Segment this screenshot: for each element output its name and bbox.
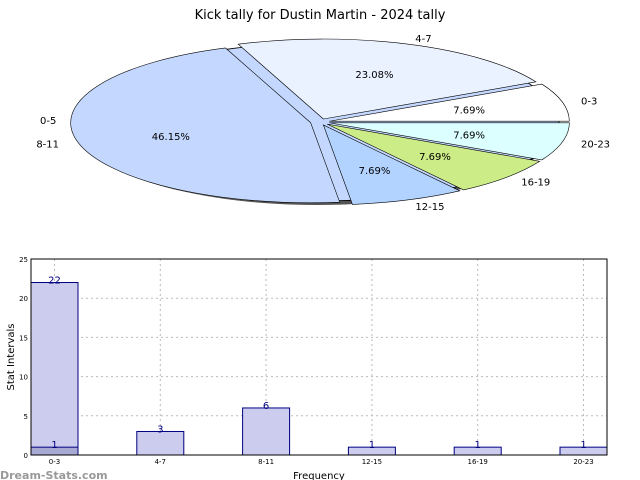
pie-pct-20-23: 7.69% <box>453 130 485 141</box>
pie-chart: 0-5100.00%7.69%0-323.08%4-746.15%8-117.6… <box>36 34 610 213</box>
x-tick-label: 12-15 <box>362 458 382 466</box>
pie-label-16-19: 16-19 <box>521 177 550 188</box>
pie-label-0-3: 0-3 <box>581 97 597 108</box>
bar-chart: 0 5 10 15 20 25 22 1 0-3 3 4-7 6 8-11 1 12-15 1 16-19 1 20… <box>19 256 608 466</box>
pie-pct-4-7: 23.08% <box>355 70 393 81</box>
y-tick-label: 15 <box>19 334 28 342</box>
bar-overlay-value: 22 <box>48 276 61 287</box>
bar-8-11 <box>242 407 291 456</box>
y-tick-label: 0 <box>24 452 28 460</box>
pie-pct-12-15: 7.69% <box>359 166 391 177</box>
pie-pct-16-19: 7.69% <box>419 152 451 163</box>
pie-pct-8-11: 46.15% <box>152 132 190 143</box>
pie-slice-20-23 <box>329 122 570 161</box>
y-tick-label: 5 <box>24 413 28 421</box>
pie-label-12-15: 12-15 <box>415 202 444 213</box>
x-axis-label: Frequency <box>293 471 345 480</box>
pie-slice-16-19 <box>327 123 541 191</box>
x-tick-label: 20-23 <box>573 458 593 466</box>
pie-overlay-label: 0-5 <box>40 116 56 127</box>
pie-label-8-11: 8-11 <box>36 139 59 150</box>
pie-pct-0-3: 7.69% <box>453 106 485 117</box>
watermark: Dream-Stats.com <box>0 469 108 480</box>
bar-value-16-19: 1 <box>475 440 481 451</box>
bar-value-4-7: 3 <box>157 424 163 435</box>
x-tick-label: 8-11 <box>258 458 274 466</box>
x-tick-label: 16-19 <box>468 458 488 466</box>
pie-label-4-7: 4-7 <box>415 34 431 45</box>
x-tick-label: 0-3 <box>49 458 60 466</box>
bar-value-0-3: 1 <box>51 440 57 451</box>
y-axis-label: Stat Intervals <box>6 323 17 390</box>
pie-label-20-23: 20-23 <box>581 139 610 150</box>
pie-slice-4-7 <box>237 38 537 120</box>
plot-frame <box>30 258 608 456</box>
pie-slice-0-3 <box>329 83 570 122</box>
bar-value-12-15: 1 <box>369 440 375 451</box>
pie-title: Kick tally for Dustin Martin - 2024 tall… <box>195 8 446 23</box>
pie-slice-8-11 <box>70 47 341 204</box>
bar-value-8-11: 6 <box>263 401 269 412</box>
bar-value-20-23: 1 <box>580 440 586 451</box>
y-tick-label: 20 <box>19 295 28 303</box>
pie-slice-12-15 <box>322 124 461 205</box>
y-tick-label: 25 <box>19 256 28 264</box>
bar-overlay-0-3 <box>30 282 79 456</box>
y-tick-label: 10 <box>19 374 28 382</box>
x-tick-label: 4-7 <box>155 458 166 466</box>
